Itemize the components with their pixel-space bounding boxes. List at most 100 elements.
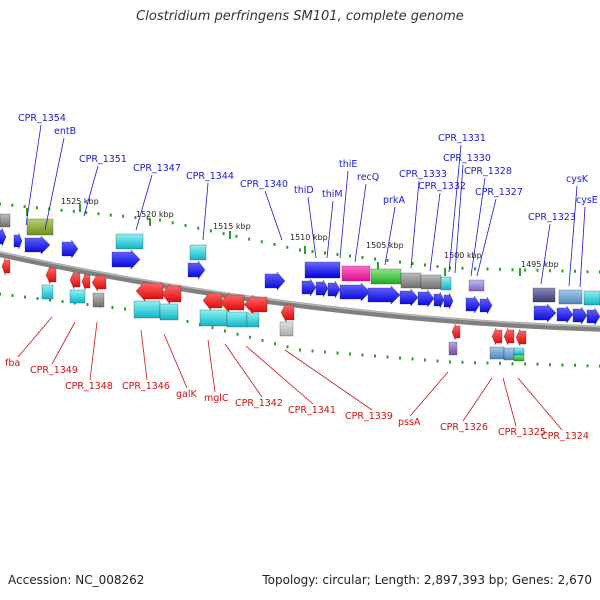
feature-box [468, 279, 485, 292]
reverse-gene-leader [140, 329, 148, 381]
reverse-gene-leader [409, 371, 449, 417]
reverse-gene-leader [207, 339, 216, 393]
reverse-gene-arrow [243, 294, 268, 315]
forward-gene-leader [307, 196, 317, 259]
scale-label: 1525 kbp [61, 197, 99, 206]
forward-gene-arrow [465, 295, 481, 314]
feature-box [583, 290, 600, 306]
forward-gene-leader [540, 223, 551, 285]
forward-gene-arrow [61, 239, 79, 259]
reverse-gene-arrow [202, 290, 223, 311]
forward-gene-arrow [0, 227, 7, 247]
forward-gene-arrow [433, 291, 445, 309]
scale-label: 1515 kbp [213, 222, 251, 231]
forward-gene-arrow [367, 285, 401, 305]
feature-box [41, 284, 54, 300]
forward-gene-label: CPR_1323 [528, 212, 576, 223]
feature-box [400, 272, 422, 289]
forward-gene-leader [44, 137, 65, 231]
feature-box [304, 261, 341, 279]
feature-box [513, 347, 525, 356]
feature-box [448, 341, 458, 356]
reverse-gene-label: CPR_1326 [440, 422, 488, 433]
scale-label: 1505 kbp [366, 241, 404, 250]
forward-gene-label: thiE [339, 159, 357, 170]
reverse-gene-arrow [280, 302, 295, 323]
feature-box [0, 213, 11, 228]
forward-gene-label: CPR_1344 [186, 171, 234, 182]
reverse-gene-label: CPR_1349 [30, 365, 78, 376]
forward-gene-label: CPR_1332 [418, 181, 466, 192]
topology-text: Topology: circular; Length: 2,897,393 bp… [262, 573, 592, 587]
reverse-gene-leader [163, 333, 188, 389]
forward-gene-arrow [187, 260, 206, 280]
reverse-gene-leader [462, 377, 493, 422]
reverse-gene-arrow [515, 328, 527, 347]
feature-box [532, 287, 556, 303]
reverse-gene-leader [517, 377, 563, 431]
reverse-gene-leader [224, 343, 263, 398]
forward-gene-leader [264, 190, 283, 241]
scale-label: 1520 kbp [136, 210, 174, 219]
forward-gene-label: thiM [322, 189, 343, 200]
reverse-gene-arrow [451, 323, 461, 341]
feature-box [279, 321, 294, 337]
reverse-gene-arrow [491, 327, 503, 346]
forward-gene-leader [83, 165, 99, 217]
reverse-gene-leader [51, 321, 76, 365]
feature-box [26, 218, 54, 236]
forward-gene-leader [429, 192, 441, 272]
tick-row-upper [0, 202, 600, 274]
forward-gene-label: cysK [566, 174, 589, 185]
feature-box [159, 303, 179, 321]
scale-label: 1510 kbp [290, 233, 328, 242]
scale-label: 1495 kbp [521, 260, 559, 269]
feature-box [558, 289, 583, 305]
reverse-gene-arrow [503, 327, 515, 346]
forward-gene-leader [135, 174, 153, 231]
label-layer: 1525 kbp 1520 kbp 1515 kbp 1510 kbp 1505 kbp… [5, 113, 598, 442]
reverse-gene-label: CPR_1342 [235, 398, 283, 409]
feature-box [513, 354, 525, 362]
forward-gene-label: prkA [383, 195, 405, 206]
reverse-gene-arrow [91, 273, 107, 292]
forward-gene-leader [202, 182, 209, 241]
forward-gene-label: CPR_1333 [399, 169, 447, 180]
feature-box [370, 268, 402, 285]
forward-gene-leader [384, 206, 396, 266]
reverse-gene-leader [17, 316, 53, 358]
map-title: Clostridium perfringens SM101, complete … [136, 9, 464, 24]
reverse-gene-arrow [45, 265, 57, 285]
forward-gene-leader [476, 198, 497, 277]
forward-gene-leader [470, 177, 486, 277]
feature-box [489, 346, 505, 360]
forward-gene-leader [454, 164, 464, 274]
forward-gene-label: CPR_1351 [79, 154, 127, 165]
forward-gene-leader [448, 144, 462, 273]
genome-backbone-highlight [0, 251, 600, 328]
forward-gene-label: CPR_1354 [18, 113, 66, 124]
reverse-gene-arrow [161, 283, 182, 305]
forward-gene-arrow [417, 289, 435, 308]
feature-box [246, 312, 260, 328]
forward-gene-arrow [572, 306, 588, 325]
forward-gene-arrow [556, 305, 574, 324]
feature-box [133, 300, 161, 319]
reverse-gene-label: CPR_1339 [345, 411, 393, 422]
reverse-gene-arrow [135, 280, 164, 302]
forward-gene-arrow [327, 280, 341, 299]
forward-gene-label: recQ [357, 172, 379, 183]
feature-box [420, 274, 442, 290]
feature-box [92, 292, 105, 308]
feature-box [69, 289, 86, 304]
reverse-gene-label: pssA [398, 417, 421, 428]
feature-layer [0, 213, 600, 362]
reverse-gene-arrow [1, 257, 11, 276]
forward-gene-leader [354, 183, 367, 263]
reverse-gene-label: mglC [204, 393, 229, 404]
forward-gene-label: CPR_1331 [438, 133, 486, 144]
reverse-gene-label: CPR_1325 [498, 427, 546, 438]
reverse-gene-leader [284, 349, 373, 411]
reverse-gene-label: CPR_1341 [288, 405, 336, 416]
